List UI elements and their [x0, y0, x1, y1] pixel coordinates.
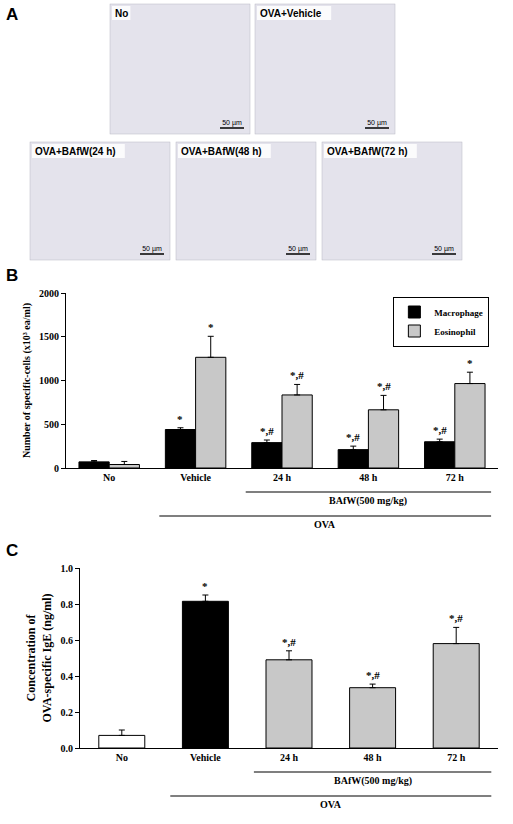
svg-text:50 µm: 50 µm: [222, 119, 242, 127]
svg-text:50 µm: 50 µm: [142, 245, 162, 253]
svg-text:Number of specific-cells (x10³: Number of specific-cells (x10³ ea/ml): [21, 303, 33, 458]
svg-text:0.6: 0.6: [61, 635, 74, 646]
svg-text:500: 500: [44, 419, 59, 430]
svg-text:No: No: [103, 472, 115, 483]
svg-text:C: C: [6, 541, 18, 560]
svg-text:*,#: *,#: [366, 669, 380, 681]
svg-text:48 h: 48 h: [364, 752, 383, 763]
svg-text:0.0: 0.0: [61, 743, 74, 754]
svg-text:*: *: [208, 321, 214, 333]
svg-text:*,#: *,#: [260, 425, 274, 437]
svg-text:BAfW(500 mg/kg): BAfW(500 mg/kg): [329, 495, 407, 507]
svg-text:72 h: 72 h: [447, 752, 466, 763]
svg-text:50 µm: 50 µm: [288, 245, 308, 253]
svg-text:48 h: 48 h: [359, 472, 378, 483]
svg-text:OVA: OVA: [314, 519, 336, 530]
svg-text:0.4: 0.4: [61, 671, 74, 682]
svg-text:No: No: [116, 752, 128, 763]
svg-text:*: *: [177, 413, 183, 425]
svg-text:0: 0: [54, 463, 59, 474]
svg-text:*,#: *,#: [449, 612, 463, 624]
svg-text:*: *: [467, 357, 473, 369]
svg-text:1.0: 1.0: [61, 563, 74, 574]
svg-text:0.2: 0.2: [61, 707, 74, 718]
svg-text:24 h: 24 h: [273, 472, 292, 483]
svg-text:*: *: [202, 580, 208, 592]
svg-text:*,#: *,#: [290, 369, 304, 381]
svg-text:Vehicle: Vehicle: [190, 752, 221, 763]
svg-text:Concentration ofOVA-specific I: Concentration ofOVA-specific IgE (ng/ml): [24, 593, 54, 722]
svg-text:OVA+Vehicle: OVA+Vehicle: [260, 8, 322, 19]
svg-text:50 µm: 50 µm: [434, 245, 454, 253]
svg-text:*,#: *,#: [377, 380, 391, 392]
svg-text:Vehicle: Vehicle: [180, 472, 211, 483]
svg-text:Macrophage: Macrophage: [434, 308, 482, 318]
svg-text:OVA+BAfW(24 h): OVA+BAfW(24 h): [35, 146, 116, 157]
svg-text:*,#: *,#: [433, 424, 447, 436]
svg-text:B: B: [6, 266, 18, 285]
svg-text:0.8: 0.8: [61, 599, 74, 610]
svg-text:*,#: *,#: [282, 636, 296, 648]
svg-text:24 h: 24 h: [280, 752, 299, 763]
svg-text:72 h: 72 h: [446, 472, 465, 483]
svg-text:Eosinophil: Eosinophil: [434, 327, 476, 337]
svg-text:OVA+BAfW(72 h): OVA+BAfW(72 h): [327, 146, 408, 157]
svg-text:BAfW(500 mg/kg): BAfW(500 mg/kg): [334, 775, 412, 787]
svg-text:1000: 1000: [39, 375, 59, 386]
svg-text:*,#: *,#: [346, 431, 360, 443]
svg-text:2000: 2000: [39, 288, 59, 299]
svg-text:No: No: [115, 8, 128, 19]
svg-text:50 µm: 50 µm: [367, 119, 387, 127]
svg-text:OVA: OVA: [320, 799, 342, 810]
svg-text:A: A: [6, 5, 18, 24]
svg-text:1500: 1500: [39, 331, 59, 342]
svg-text:OVA+BAfW(48 h): OVA+BAfW(48 h): [181, 146, 262, 157]
